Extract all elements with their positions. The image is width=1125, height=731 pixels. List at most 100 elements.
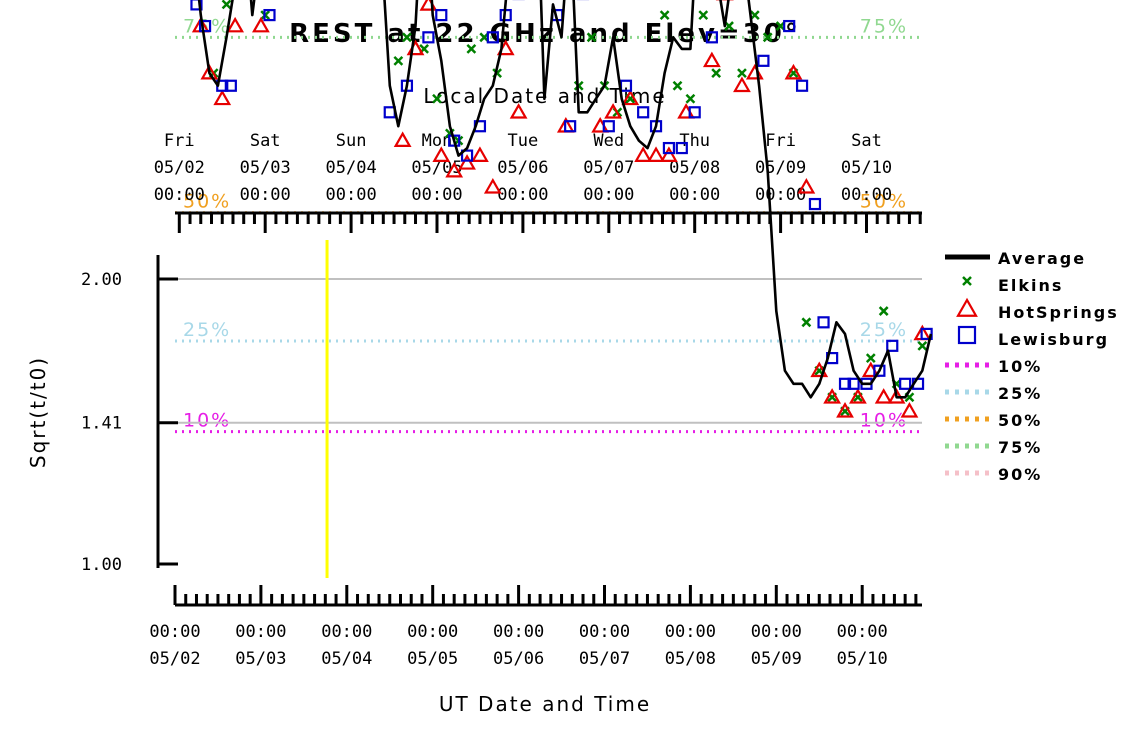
elkins-point-stroke-b — [904, 392, 915, 403]
lewisburg-point — [422, 31, 435, 44]
lewisburg-point — [675, 141, 688, 155]
hotsprings-point — [393, 131, 412, 148]
top-tick-time: 00:00 — [669, 185, 720, 205]
elkins-point-stroke-b — [724, 21, 734, 31]
hotsprings-point — [874, 388, 893, 404]
top-tick-weekday: Sat — [250, 131, 281, 151]
lewisburg-point — [263, 8, 276, 22]
percentile-label-left-25%: 25% — [183, 319, 231, 341]
bottom-tick-date: 05/05 — [407, 649, 458, 669]
hotsprings-point — [823, 388, 842, 404]
bottom-tick-time: 00:00 — [235, 622, 286, 642]
hotsprings-point — [797, 178, 816, 194]
top-tick-weekday: Sat — [851, 131, 882, 151]
elkins-point — [586, 32, 597, 43]
elkins-point — [466, 44, 477, 54]
bottom-tick-date: 05/10 — [837, 649, 888, 669]
hotsprings-point — [745, 63, 764, 80]
lewisburg-point — [817, 316, 830, 329]
bottom-tick-labels: 00:00 05/02 00:00 05/03 00:00 05/04 00:00 05/05… — [149, 622, 887, 669]
bottom-tick-time: 00:00 — [321, 622, 372, 642]
top-tick-time: 00:00 — [411, 185, 462, 205]
legend-item-average: Average — [945, 249, 1086, 268]
legend-item-pct-75%: 75% — [945, 438, 1040, 457]
legend-label: 10% — [998, 357, 1042, 376]
hotsprings-point — [458, 154, 476, 170]
hotsprings-point — [471, 146, 489, 162]
reference-lines — [175, 278, 922, 424]
elkins-point — [659, 10, 670, 20]
elkins-point — [432, 93, 442, 104]
elkins-point-stroke-b — [221, 0, 232, 10]
top-tick-date: 05/07 — [583, 158, 634, 178]
bottom-tick-time: 00:00 — [665, 622, 716, 642]
top-tick-weekday: Fri — [164, 131, 195, 151]
legend-item-lewisburg: Lewisburg — [957, 325, 1109, 349]
legend-label: HotSprings — [998, 303, 1119, 322]
elkins-point — [762, 32, 773, 43]
elkins-point — [711, 68, 722, 78]
lewisburg-point — [190, 0, 203, 11]
bottom-tick-time: 00:00 — [407, 622, 458, 642]
axes — [156, 211, 922, 607]
top-tick-date: 05/02 — [154, 158, 205, 178]
legend-swatch — [956, 297, 978, 317]
percentile-label-left-10%: 10% — [183, 410, 231, 432]
y-tick-label: 1.00 — [81, 555, 122, 575]
bottom-tick-date: 05/07 — [579, 649, 630, 669]
top-tick-date: 05/04 — [326, 158, 377, 178]
hotsprings-point — [213, 89, 232, 106]
hotsprings-point — [483, 178, 502, 194]
elkins-point-stroke-b — [659, 10, 670, 20]
elkins-point-stroke-b — [466, 44, 477, 54]
legend-label: 90% — [998, 465, 1042, 484]
average-line — [197, 0, 933, 399]
legend-label: Average — [998, 249, 1086, 268]
lewisburg-point — [795, 79, 809, 92]
elkins-point — [698, 10, 709, 20]
lewisburg-point — [847, 377, 860, 390]
lewisburg-point — [662, 141, 676, 155]
elkins-point — [865, 353, 876, 363]
elkins-point — [917, 340, 928, 351]
top-tick-weekday: Sun — [336, 131, 367, 151]
percentile-label-right-75%: 75% — [860, 15, 908, 37]
top-tick-date: 05/08 — [669, 158, 720, 178]
legend-item-pct-90%: 90% — [945, 465, 1042, 484]
legend-swatch-stroke-b — [962, 276, 972, 286]
lewisburg-point — [224, 79, 237, 92]
top-tick-weekday: Fri — [765, 131, 796, 151]
lewisburg-point — [873, 364, 886, 377]
hotsprings-point — [660, 146, 678, 162]
hotsprings-point — [621, 89, 640, 106]
top-tick-time: 00:00 — [755, 185, 806, 205]
lewisburg-point — [564, 120, 577, 133]
hotsprings-point — [702, 51, 721, 68]
hotsprings-point — [784, 63, 803, 80]
lewisburg-point — [899, 377, 912, 390]
lewisburg-point — [757, 54, 770, 67]
top-tick-weekday: Tue — [508, 131, 539, 151]
elkins-point-stroke-b — [432, 93, 442, 104]
bottom-tick-time: 00:00 — [579, 622, 630, 642]
top-tick-time: 00:00 — [497, 185, 548, 205]
elkins-point-stroke-b — [402, 32, 412, 43]
legend-label: 25% — [998, 384, 1042, 403]
hotsprings-point — [647, 146, 665, 162]
elkins-point-stroke-b — [749, 10, 760, 20]
hotsprings-point — [733, 76, 751, 93]
legend-item-pct-25%: 25% — [945, 384, 1042, 403]
legend-label: Lewisburg — [998, 330, 1109, 349]
lewisburg-point — [435, 8, 448, 22]
bottom-tick-date: 05/06 — [493, 649, 544, 669]
legend-swatch — [962, 276, 972, 286]
elkins-point-stroke-b — [878, 306, 889, 316]
hotsprings-point — [445, 161, 464, 178]
top-tick-date: 05/03 — [240, 158, 291, 178]
series-average — [197, 0, 933, 399]
hotsprings-point — [604, 103, 622, 119]
legend-item-hotsprings: HotSprings — [956, 297, 1119, 322]
percentile-label-left-75%: 75% — [183, 15, 231, 37]
top-tick-time: 00:00 — [154, 185, 205, 205]
